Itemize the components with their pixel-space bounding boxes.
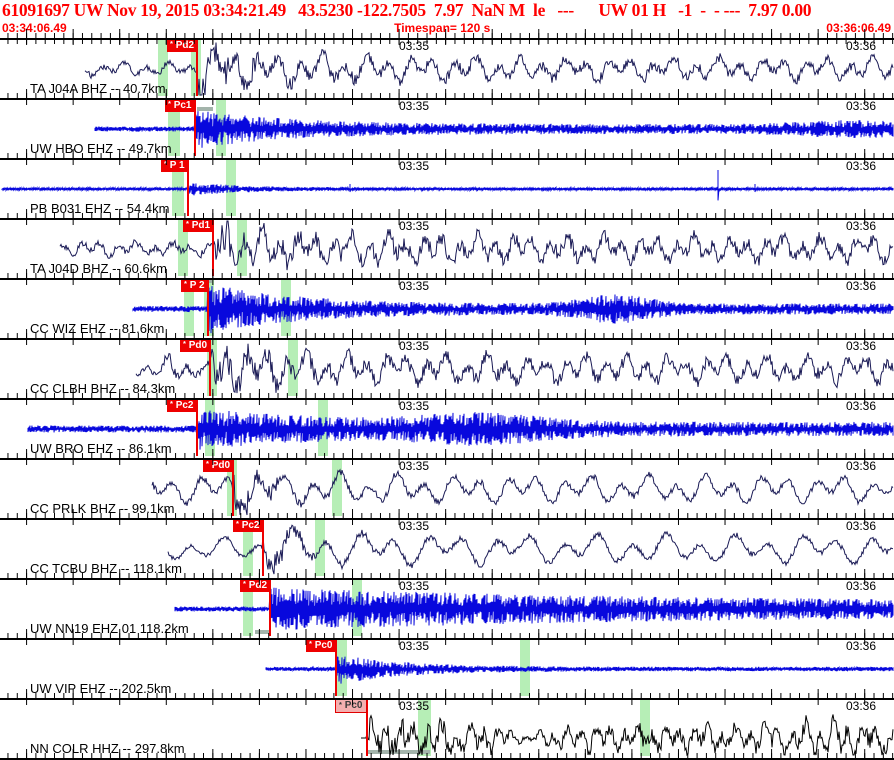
coda-window-marker[interactable] bbox=[226, 158, 236, 216]
time-axis-line bbox=[0, 398, 894, 400]
waveform-vip[interactable] bbox=[0, 638, 894, 698]
major-ticks bbox=[0, 700, 894, 705]
minor-ticks bbox=[0, 33, 894, 38]
p-pick-line[interactable] bbox=[262, 519, 264, 576]
time-axis-line bbox=[0, 98, 894, 100]
coda-window-marker[interactable] bbox=[243, 578, 253, 636]
p-pick-line[interactable] bbox=[187, 159, 189, 216]
minor-ticks bbox=[0, 573, 894, 578]
coda-window-marker[interactable] bbox=[207, 338, 217, 396]
minor-ticks bbox=[0, 213, 894, 218]
major-ticks bbox=[0, 220, 894, 225]
time-axis-line bbox=[0, 638, 894, 640]
p-pick-line[interactable] bbox=[212, 219, 214, 276]
waveform-bro[interactable] bbox=[0, 398, 894, 458]
time-axis-line bbox=[0, 758, 894, 760]
major-ticks bbox=[0, 640, 894, 645]
minor-ticks bbox=[0, 40, 894, 44]
major-ticks bbox=[0, 460, 894, 465]
major-ticks bbox=[0, 100, 894, 105]
major-ticks bbox=[0, 280, 894, 285]
major-ticks bbox=[0, 340, 894, 345]
time-axis-line bbox=[0, 278, 894, 280]
p-pick-line[interactable] bbox=[196, 399, 198, 456]
waveform-hbo[interactable] bbox=[0, 98, 894, 158]
waveform-tcbu[interactable] bbox=[0, 518, 894, 578]
time-axis-line bbox=[0, 158, 894, 160]
time-axis-line bbox=[0, 338, 894, 340]
time-axis-line bbox=[0, 218, 894, 220]
minor-ticks bbox=[0, 513, 894, 518]
minor-ticks bbox=[0, 333, 894, 338]
event-header-line: 61091697 UW Nov 19, 2015 03:34:21.49 43.… bbox=[2, 0, 812, 20]
waveform-j04a[interactable] bbox=[0, 38, 894, 98]
waveform-b031[interactable] bbox=[0, 158, 894, 218]
time-axis-line bbox=[0, 698, 894, 700]
waveform-j04d[interactable] bbox=[0, 218, 894, 278]
time-axis-line bbox=[0, 578, 894, 580]
p-pick-line[interactable] bbox=[209, 339, 211, 396]
waveform-clbh[interactable] bbox=[0, 338, 894, 398]
coda-window-marker[interactable] bbox=[178, 218, 188, 276]
minor-ticks bbox=[0, 753, 894, 758]
p-pick-line[interactable] bbox=[366, 699, 368, 756]
coda-window-marker[interactable] bbox=[158, 38, 168, 96]
p-pick-line[interactable] bbox=[207, 279, 209, 336]
minor-ticks bbox=[0, 393, 894, 398]
waveform-prlk[interactable] bbox=[0, 458, 894, 518]
minor-ticks bbox=[0, 153, 894, 158]
time-axis-line bbox=[0, 518, 894, 520]
minor-ticks bbox=[0, 93, 894, 98]
p-pick-line[interactable] bbox=[335, 639, 337, 696]
coda-window-marker[interactable] bbox=[168, 98, 180, 156]
p-pick-line[interactable] bbox=[232, 459, 234, 516]
coda-window-marker[interactable] bbox=[418, 698, 431, 756]
coda-window-marker[interactable] bbox=[243, 518, 253, 576]
major-ticks bbox=[0, 520, 894, 525]
coda-window-marker[interactable] bbox=[520, 638, 530, 696]
minor-ticks bbox=[0, 693, 894, 698]
major-ticks bbox=[0, 400, 894, 405]
coda-window-marker[interactable] bbox=[172, 158, 184, 216]
major-ticks bbox=[0, 580, 894, 585]
major-ticks bbox=[0, 160, 894, 165]
coda-window-marker[interactable] bbox=[640, 698, 650, 756]
minor-ticks bbox=[0, 633, 894, 638]
p-pick-line[interactable] bbox=[269, 579, 271, 636]
p-pick-line[interactable] bbox=[194, 99, 196, 156]
minor-ticks bbox=[0, 273, 894, 278]
coda-window-marker[interactable] bbox=[332, 458, 342, 516]
time-axis-line bbox=[0, 38, 894, 40]
time-axis-line bbox=[0, 458, 894, 460]
p-pick-line[interactable] bbox=[196, 39, 198, 96]
duration-bar bbox=[197, 107, 213, 111]
minor-ticks bbox=[0, 453, 894, 458]
waveform-wiz[interactable] bbox=[0, 278, 894, 338]
waveform-nn19[interactable] bbox=[0, 578, 894, 638]
